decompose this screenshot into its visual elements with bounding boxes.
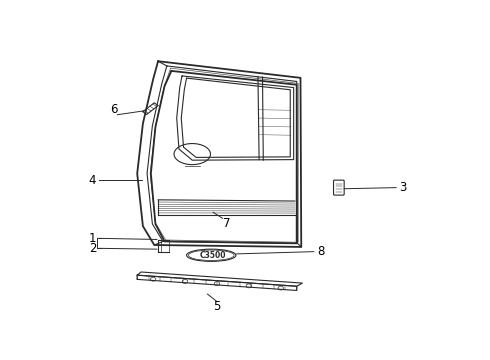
Text: 2: 2 (89, 242, 96, 255)
Text: 6: 6 (110, 103, 118, 116)
Text: 7: 7 (222, 217, 230, 230)
Text: C3500: C3500 (200, 251, 226, 260)
Text: 4: 4 (89, 174, 96, 187)
Text: 3: 3 (399, 181, 407, 194)
Text: 1: 1 (89, 232, 96, 245)
Text: 5: 5 (213, 300, 220, 313)
Text: 8: 8 (317, 245, 324, 258)
